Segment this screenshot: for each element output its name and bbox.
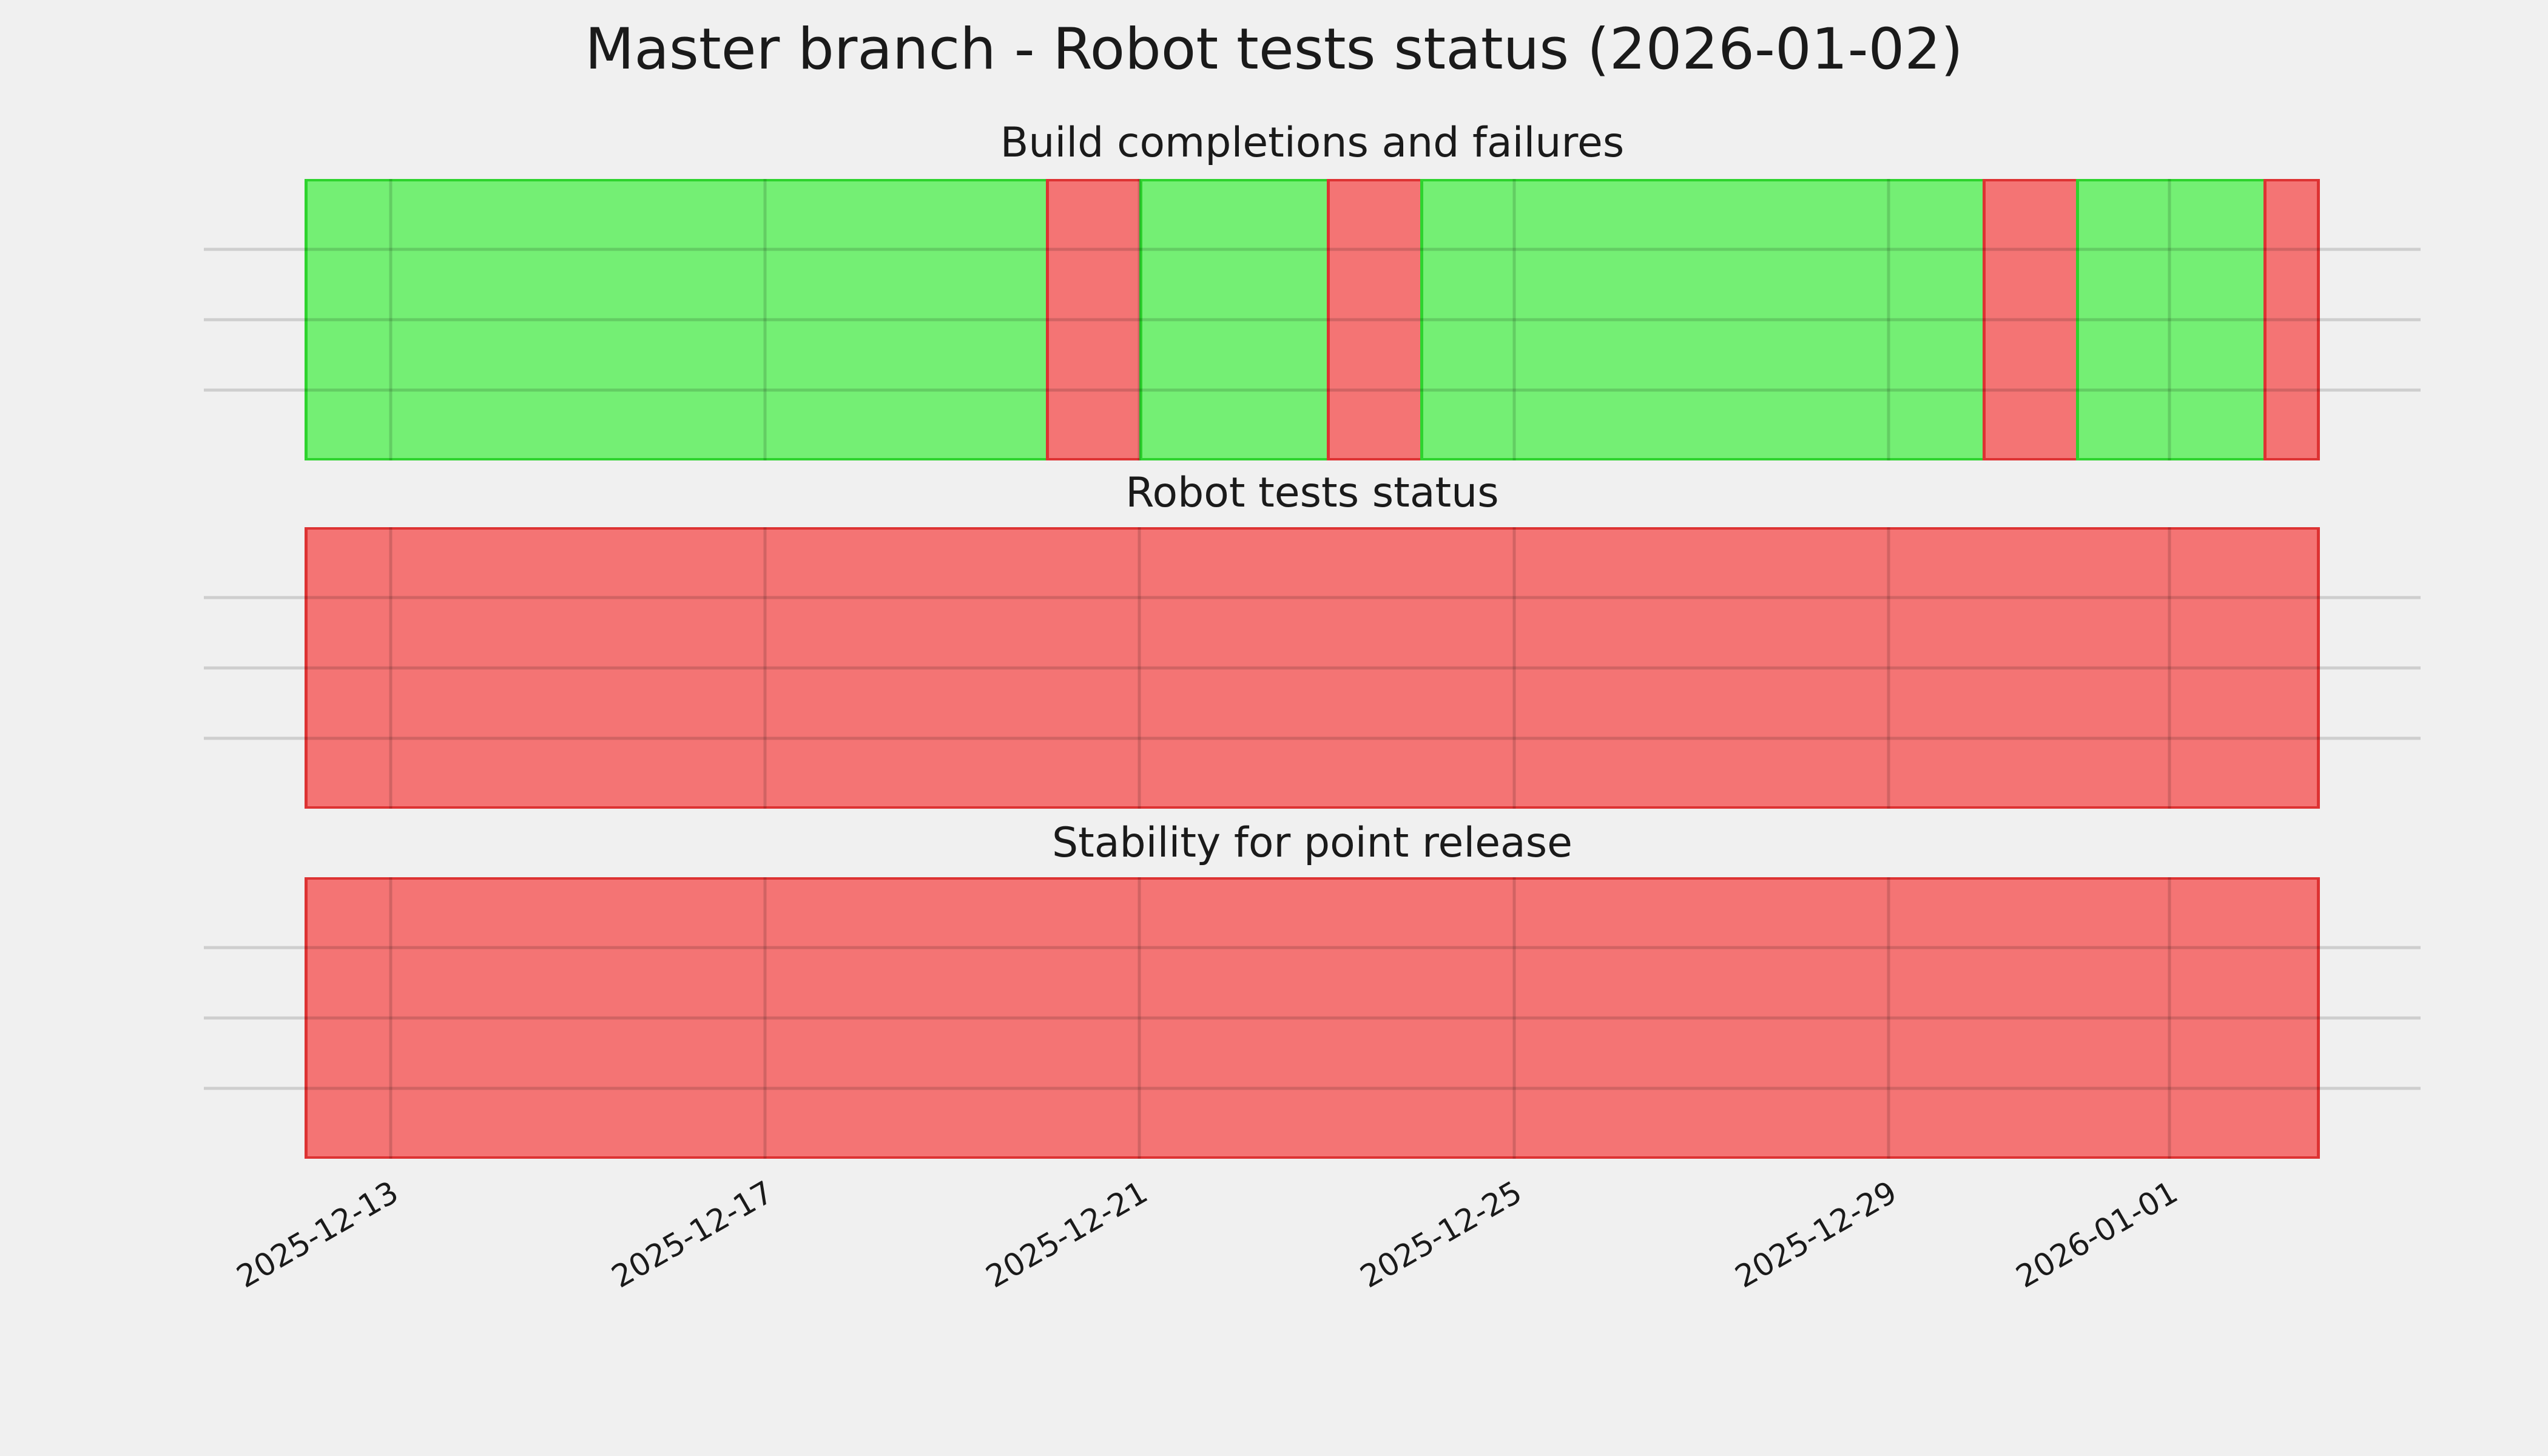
status-segment-failure — [1982, 179, 2076, 460]
x-tick-label: 2025-12-29 — [1729, 1175, 1903, 1296]
x-tick-label: 2025-12-17 — [605, 1175, 780, 1296]
x-tick-label: 2025-12-13 — [231, 1175, 405, 1296]
status-segment-failure — [1327, 179, 1421, 460]
axes-stability — [204, 877, 2421, 1159]
subplot-title-build-completions: Build completions and failures — [1000, 119, 1625, 167]
status-segment-success — [1139, 179, 1327, 460]
status-bar-strip — [305, 527, 2320, 809]
status-segment-success — [1420, 179, 1983, 460]
status-segment-failure — [2263, 179, 2320, 460]
axes-build-completions — [204, 179, 2421, 460]
x-tick-label: 2026-01-01 — [2010, 1175, 2184, 1296]
status-segment-success — [305, 179, 1046, 460]
axes-robot-tests — [204, 527, 2421, 809]
status-segment-success — [2075, 179, 2263, 460]
x-tick-label: 2025-12-21 — [980, 1175, 1154, 1296]
subplot-title-stability: Stability for point release — [1052, 819, 1572, 867]
status-segment-failure — [305, 877, 2320, 1159]
status-bar-strip — [305, 179, 2320, 460]
figure-title: Master branch - Robot tests status (2026… — [585, 16, 1963, 83]
status-bar-strip — [305, 877, 2320, 1159]
subplot-title-robot-tests: Robot tests status — [1125, 469, 1499, 517]
status-segment-failure — [1046, 179, 1140, 460]
status-segment-failure — [305, 527, 2320, 809]
x-tick-label: 2025-12-25 — [1355, 1175, 1529, 1296]
